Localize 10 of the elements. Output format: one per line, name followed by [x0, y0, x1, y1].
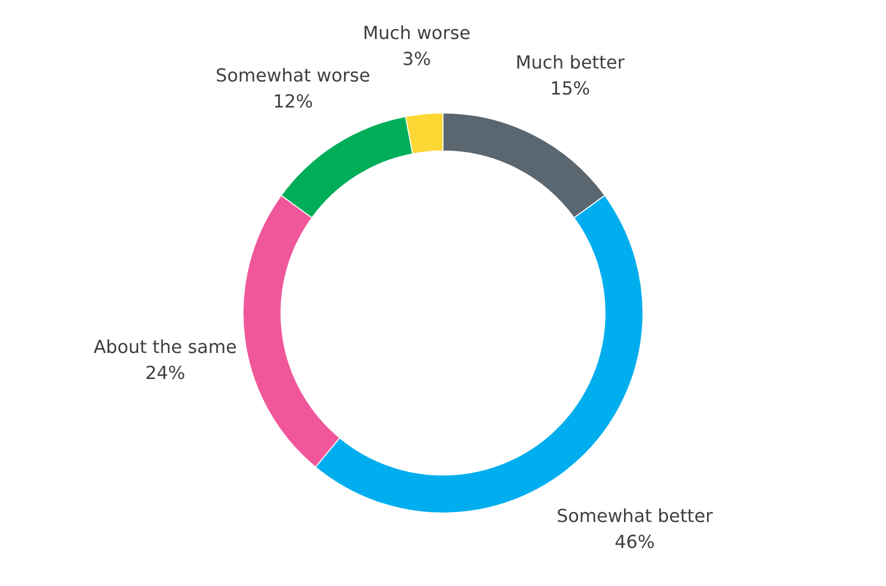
data-label: 15% — [550, 78, 590, 100]
data-label: 46% — [614, 532, 655, 554]
slice-label: Somewhat worse — [216, 66, 370, 87]
slice-label: About the same — [94, 337, 237, 358]
data-label: 3% — [402, 49, 431, 70]
data-label: 24% — [145, 363, 186, 384]
slice-label: Much better — [516, 52, 626, 74]
slice-label: Somewhat better — [556, 506, 714, 528]
slice-label: Much worse — [362, 23, 470, 44]
data-label: 12% — [272, 92, 313, 113]
